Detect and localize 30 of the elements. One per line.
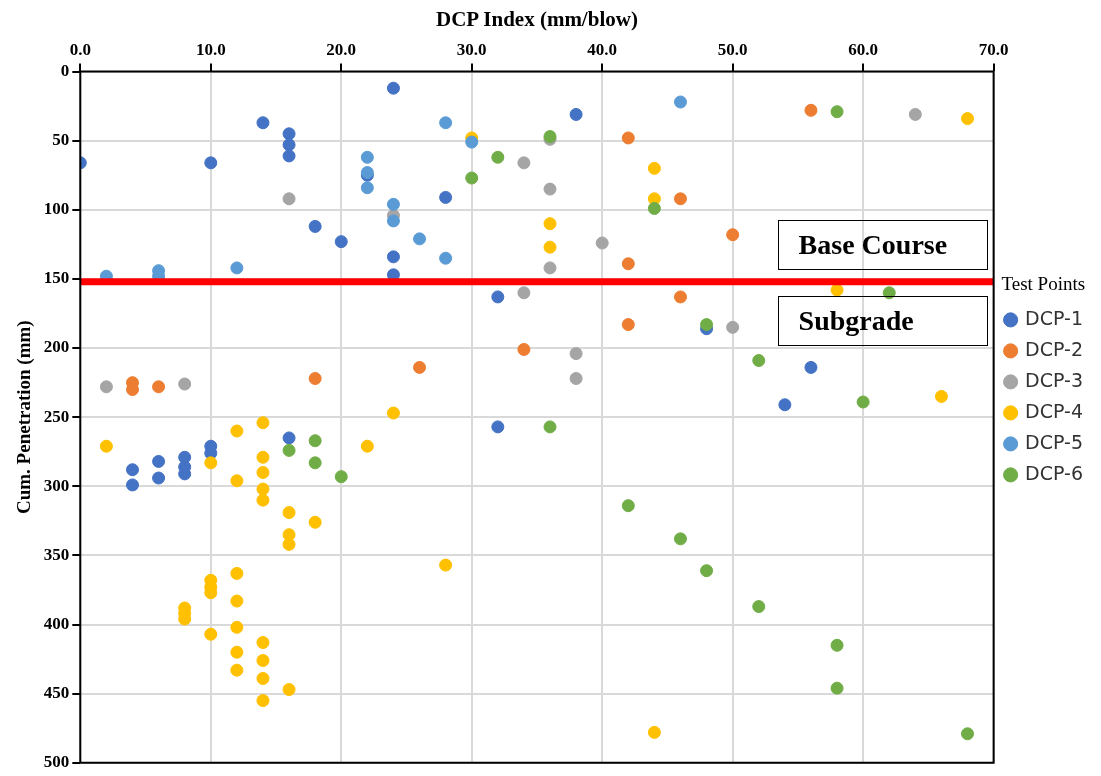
y-tick-label: 350 (43, 544, 70, 564)
x-tick-label: 70.0 (978, 39, 1009, 59)
x-tick-label: 30.0 (456, 39, 487, 59)
legend-label: DCP-6 (1025, 461, 1084, 484)
y-tick-label: 200 (43, 337, 70, 357)
y-tick-label: 400 (43, 613, 70, 633)
x-tick-label: 0.0 (69, 39, 91, 59)
x-tick-label: 20.0 (326, 39, 357, 59)
y-tick-label: 50 (52, 130, 70, 150)
y-tick-label: 0 (60, 60, 70, 80)
y-tick-label: 300 (43, 475, 70, 495)
x-tick-label: 40.0 (587, 39, 618, 59)
x-tick-label: 50.0 (717, 39, 748, 59)
y-tick-label: 450 (43, 683, 70, 703)
legend-label: DCP-4 (1025, 399, 1084, 422)
legend-label: DCP-2 (1025, 337, 1084, 360)
y-tick-label: 100 (43, 199, 70, 219)
y-axis-title: Cum. Penetration (mm) (13, 320, 36, 515)
annotation: Subgrade (777, 295, 988, 346)
y-tick-label: 500 (43, 752, 70, 772)
y-tick-label: 150 (43, 268, 70, 288)
legend-label: DCP-3 (1025, 368, 1084, 391)
legend-title: Test Points (1001, 273, 1086, 295)
y-tick-label: 250 (43, 406, 70, 426)
x-tick-label: 10.0 (195, 39, 226, 59)
legend-label: DCP-1 (1025, 306, 1084, 329)
annotation: Base Course (777, 219, 988, 270)
x-axis-title: DCP Index (mm/blow) (436, 7, 638, 32)
x-tick-label: 60.0 (848, 39, 879, 59)
legend-label: DCP-5 (1025, 430, 1084, 453)
